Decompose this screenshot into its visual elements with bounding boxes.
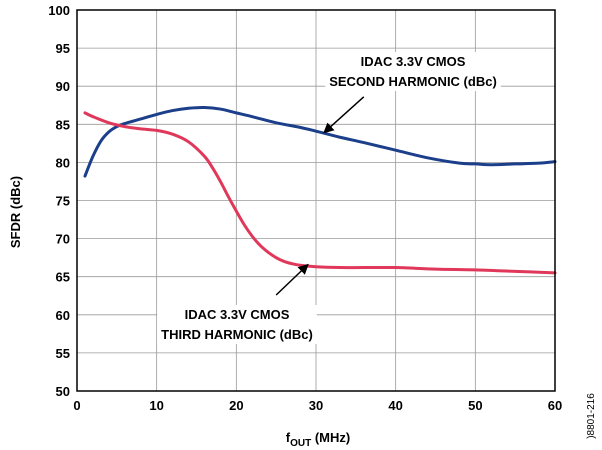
figure-id: )8801-216 bbox=[586, 393, 597, 439]
annotation-arrow bbox=[275, 263, 309, 296]
y-tick-label: 90 bbox=[56, 79, 70, 94]
x-tick-label: 0 bbox=[73, 398, 80, 413]
y-tick-label: 100 bbox=[48, 3, 70, 18]
series-line-second-harmonic bbox=[83, 106, 557, 178]
y-tick-label: 85 bbox=[56, 117, 70, 132]
annotation: IDAC 3.3V CMOS THIRD HARMONIC (dBc) bbox=[157, 263, 317, 344]
annotation-text: SECOND HARMONIC (dBc) bbox=[329, 74, 497, 89]
annotation-arrow bbox=[323, 96, 365, 134]
y-tick-label: 95 bbox=[56, 41, 70, 56]
annotation: IDAC 3.3V CMOS SECOND HARMONIC (dBc) bbox=[323, 52, 501, 134]
annotation-text: IDAC 3.3V CMOS bbox=[361, 54, 466, 69]
x-axis-ticks: 0 10 20 30 40 50 60 bbox=[73, 398, 562, 413]
series-line-third-harmonic bbox=[83, 111, 557, 275]
x-axis-label-subscript: OUT bbox=[290, 438, 311, 449]
x-axis-label-main: f bbox=[286, 430, 291, 445]
annotation-text: IDAC 3.3V CMOS bbox=[185, 307, 290, 322]
series-layer bbox=[83, 106, 557, 275]
plot-frame bbox=[76, 9, 556, 392]
x-tick-label: 30 bbox=[309, 398, 323, 413]
y-tick-label: 70 bbox=[56, 232, 70, 247]
y-tick-label: 80 bbox=[56, 155, 70, 170]
annotation-background bbox=[157, 305, 317, 344]
y-axis-label: SFDR (dBc) bbox=[8, 176, 23, 248]
annotation-background bbox=[325, 52, 501, 91]
y-tick-label: 55 bbox=[56, 346, 70, 361]
y-tick-label: 75 bbox=[56, 194, 70, 209]
x-axis-label-unit: (MHz) bbox=[311, 430, 350, 445]
x-tick-label: 60 bbox=[548, 398, 562, 413]
y-tick-label: 65 bbox=[56, 270, 70, 285]
annotation-text: THIRD HARMONIC (dBc) bbox=[161, 327, 313, 342]
y-axis-ticks: 50 55 60 65 70 75 80 85 90 95 100 bbox=[48, 3, 70, 399]
x-axis-label: fOUT (MHz) bbox=[286, 430, 350, 449]
x-tick-label: 20 bbox=[229, 398, 243, 413]
x-tick-label: 40 bbox=[388, 398, 402, 413]
x-tick-label: 50 bbox=[468, 398, 482, 413]
y-tick-label: 60 bbox=[56, 308, 70, 323]
x-tick-label: 10 bbox=[149, 398, 163, 413]
y-tick-label: 50 bbox=[56, 384, 70, 399]
